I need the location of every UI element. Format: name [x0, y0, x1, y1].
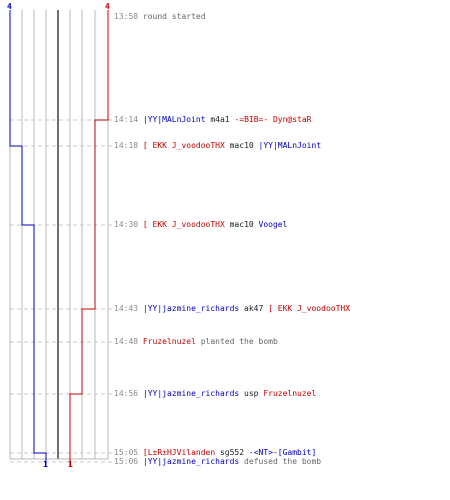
event-time: 14:43: [114, 304, 143, 313]
player-alive-graph: 4 4 1 1: [7, 2, 112, 469]
ct-player-name: |YY|jazmine_richards: [142, 304, 240, 313]
grid-lines: [9, 10, 112, 463]
score-labels: 4 4 1 1: [7, 2, 110, 469]
ct-start-count: 4: [7, 2, 12, 11]
t-alive-graph: [69, 10, 109, 466]
t-player-name: Fruzelnuzel: [142, 337, 196, 346]
weapon-name: usp: [239, 389, 264, 398]
event-text: planted the bomb: [195, 337, 278, 346]
t-player-name: -=BIB=- Dyn@staR: [234, 115, 312, 124]
event-row: 14:14 |YY|MALnJoint m4a1 -=BIB=- Dyn@sta…: [114, 114, 312, 126]
ct-player-name: |YY|jazmine_richards: [142, 457, 240, 466]
event-row: 14:43 |YY|jazmine_richards ak47 [ EKK J_…: [114, 303, 350, 315]
event-row: 14:30 [ EKK J_voodooTHX mac10 Voogel: [114, 219, 287, 231]
ct-player-name: Voogel: [258, 220, 288, 229]
event-text: round started: [142, 12, 206, 21]
t-step-line: [69, 10, 109, 466]
ct-player-name: |YY|MALnJoint: [258, 141, 322, 150]
weapon-name: m4a1: [205, 115, 235, 124]
t-player-name: [ EKK J_voodooTHX: [142, 220, 225, 229]
weapon-name: mac10: [224, 220, 259, 229]
event-time: 13:58: [114, 12, 143, 21]
event-time: 14:14: [114, 115, 143, 124]
ct-player-name: -<NT>-[Gambit]: [248, 448, 317, 457]
t-player-name: Fruzelnuzel: [263, 389, 317, 398]
t-start-count: 4: [105, 2, 110, 11]
event-row: 15:05 [L±R±HJVilanden sg552 -<NT>-[Gambi…: [114, 447, 316, 459]
event-time: 14:48: [114, 337, 143, 346]
t-player-name: [L±R±HJVilanden: [142, 448, 216, 457]
event-time: 14:18: [114, 141, 143, 150]
ct-step-line: [9, 10, 47, 466]
event-row: 13:58 round started: [114, 11, 206, 23]
event-time: 15:05: [114, 448, 143, 457]
event-row: 14:18 [ EKK J_voodooTHX mac10 |YY|MALnJo…: [114, 140, 321, 152]
event-row: 15:06 |YY|jazmine_richards defused the b…: [114, 456, 321, 468]
weapon-name: sg552: [215, 448, 249, 457]
event-time: 14:56: [114, 389, 143, 398]
t-end-count: 1: [68, 460, 73, 469]
t-player-name: [ EKK J_voodooTHX: [268, 304, 351, 313]
ct-player-name: |YY|jazmine_richards: [142, 389, 240, 398]
ct-end-count: 1: [43, 460, 48, 469]
event-row: 14:56 |YY|jazmine_richards usp Fruzelnuz…: [114, 388, 316, 400]
ct-alive-graph: [9, 10, 47, 466]
event-time: 14:30: [114, 220, 143, 229]
event-row: 14:48 Fruzelnuzel planted the bomb: [114, 336, 278, 348]
ct-player-name: |YY|MALnJoint: [142, 115, 206, 124]
event-text: defused the bomb: [239, 457, 322, 466]
event-time: 15:06: [114, 457, 143, 466]
t-player-name: [ EKK J_voodooTHX: [142, 141, 225, 150]
weapon-name: mac10: [224, 141, 259, 150]
weapon-name: ak47: [239, 304, 269, 313]
